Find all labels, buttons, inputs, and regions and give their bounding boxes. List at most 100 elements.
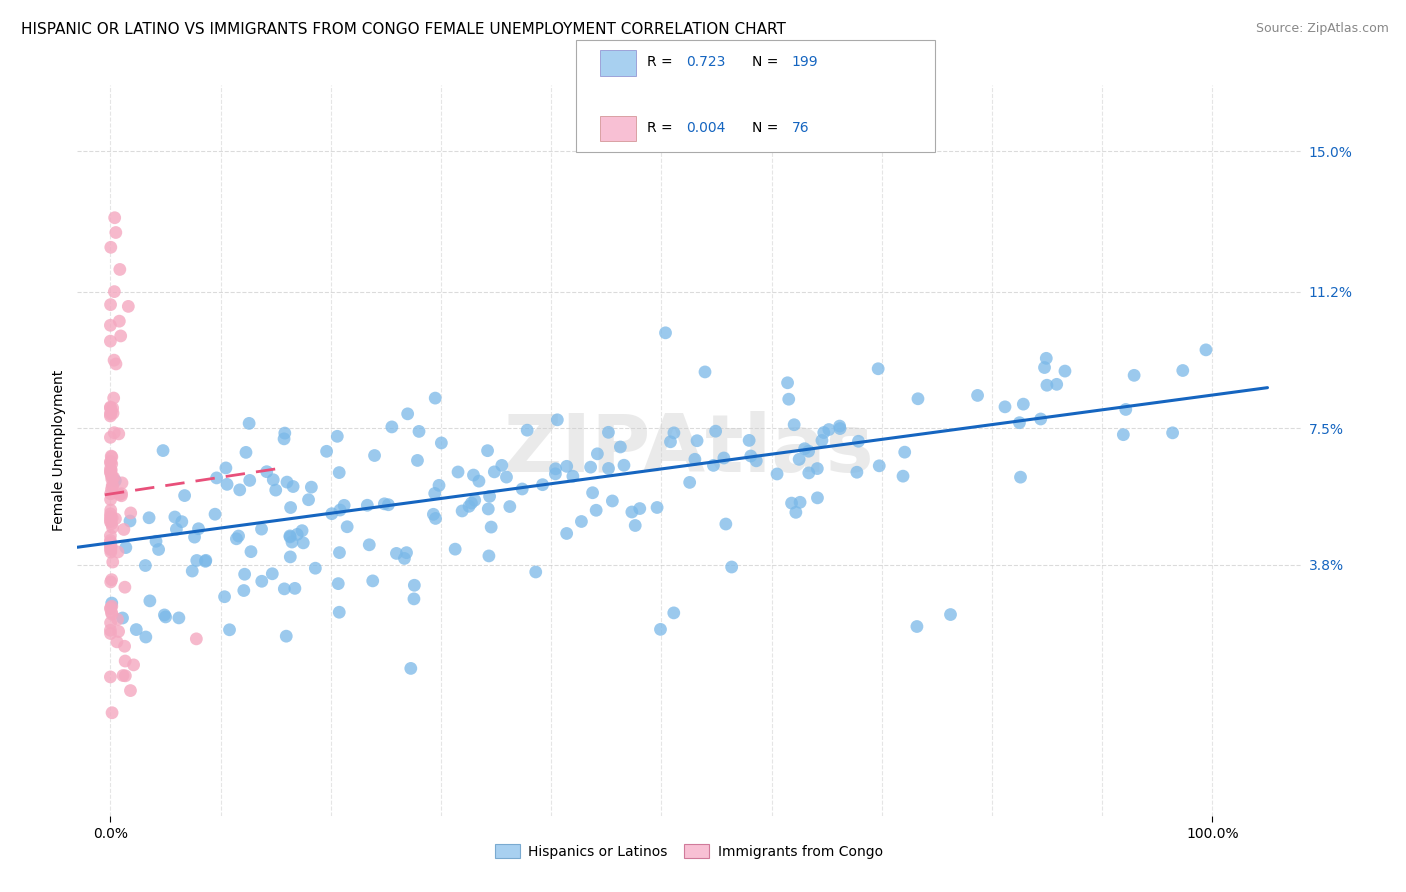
Point xyxy=(291,524,314,538)
Point xyxy=(451,504,474,518)
Point xyxy=(394,551,416,566)
Point xyxy=(155,610,177,624)
Point xyxy=(114,580,136,594)
Point xyxy=(315,444,337,458)
Point xyxy=(100,509,122,524)
Point xyxy=(170,515,193,529)
Point xyxy=(100,483,122,497)
Point xyxy=(478,549,501,563)
Point xyxy=(100,409,122,423)
Point xyxy=(101,607,124,621)
Text: 0.723: 0.723 xyxy=(686,55,725,70)
Point xyxy=(204,507,226,521)
Point xyxy=(571,515,593,529)
Point xyxy=(100,541,122,556)
Point xyxy=(120,683,142,698)
Point xyxy=(232,583,254,598)
Point xyxy=(907,392,929,406)
Point xyxy=(458,500,481,514)
Point xyxy=(363,449,385,463)
Point xyxy=(111,668,134,682)
Point xyxy=(780,496,803,510)
Point xyxy=(125,623,148,637)
Point xyxy=(100,430,122,444)
Point xyxy=(111,611,134,625)
Point xyxy=(720,560,742,574)
Point xyxy=(789,495,811,509)
Point xyxy=(100,605,122,619)
Text: Source: ZipAtlas.com: Source: ZipAtlas.com xyxy=(1256,22,1389,36)
Point xyxy=(613,458,636,473)
Point xyxy=(381,420,404,434)
Point xyxy=(100,298,122,312)
Point xyxy=(101,479,124,493)
Point xyxy=(264,483,287,497)
Point xyxy=(100,574,122,589)
Point xyxy=(848,434,870,449)
Point xyxy=(478,489,501,503)
Point xyxy=(100,334,122,348)
Point xyxy=(491,458,513,473)
Point xyxy=(797,466,820,480)
Point xyxy=(713,450,735,465)
Point xyxy=(1029,412,1052,426)
Point xyxy=(811,434,834,448)
Point xyxy=(134,558,156,573)
Point xyxy=(110,489,132,503)
Point xyxy=(544,462,567,476)
Point xyxy=(100,600,122,615)
Point xyxy=(285,527,308,541)
Point xyxy=(101,406,124,420)
Point xyxy=(108,262,131,277)
Point xyxy=(186,553,208,567)
Point xyxy=(425,391,447,405)
Point xyxy=(100,516,122,531)
Point xyxy=(135,630,157,644)
Point xyxy=(103,285,125,299)
Point xyxy=(1161,425,1184,440)
Point xyxy=(806,461,828,475)
Point xyxy=(100,240,122,254)
Point xyxy=(100,512,122,526)
Point xyxy=(101,401,124,416)
Point xyxy=(225,532,247,546)
Point xyxy=(333,499,356,513)
Point xyxy=(425,511,447,525)
Point xyxy=(422,508,444,522)
Point xyxy=(110,329,132,343)
Point xyxy=(273,582,295,596)
Point xyxy=(218,623,240,637)
Point xyxy=(103,470,125,484)
Point xyxy=(1112,427,1135,442)
Point xyxy=(104,211,127,225)
Point xyxy=(776,376,799,390)
Point xyxy=(101,472,124,486)
Point xyxy=(101,599,124,614)
Point xyxy=(693,365,716,379)
Point xyxy=(278,529,301,543)
Point xyxy=(321,507,343,521)
Text: N =: N = xyxy=(752,120,783,135)
Point xyxy=(262,473,284,487)
Point xyxy=(173,489,195,503)
Point xyxy=(100,529,122,543)
Point xyxy=(281,479,304,493)
Point xyxy=(654,326,676,340)
Point xyxy=(153,607,176,622)
Point xyxy=(620,505,643,519)
Point xyxy=(280,500,302,515)
Point xyxy=(103,425,125,440)
Point xyxy=(181,564,204,578)
Point xyxy=(905,619,928,633)
Point xyxy=(598,425,620,440)
Point xyxy=(100,533,122,548)
Point xyxy=(377,498,399,512)
Point xyxy=(356,498,378,512)
Point xyxy=(740,449,762,463)
Point xyxy=(104,512,127,526)
Point xyxy=(139,594,162,608)
Point xyxy=(112,523,135,537)
Point xyxy=(100,456,122,470)
Point xyxy=(107,426,129,441)
Point xyxy=(1046,377,1069,392)
